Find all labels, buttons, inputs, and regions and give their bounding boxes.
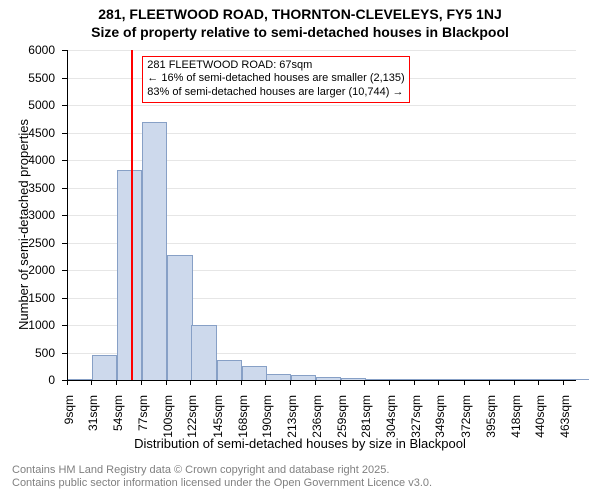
y-tick-label: 0 <box>0 373 55 387</box>
y-tick-mark <box>62 298 67 299</box>
histogram-bar <box>365 379 390 380</box>
histogram-bar <box>217 360 242 380</box>
y-tick-label: 2500 <box>0 236 55 250</box>
gridline-h <box>68 105 576 106</box>
reference-line <box>131 50 133 380</box>
y-tick-label: 3000 <box>0 208 55 222</box>
y-tick-label: 5000 <box>0 98 55 112</box>
histogram-bar <box>390 379 415 380</box>
x-axis-label: Distribution of semi-detached houses by … <box>0 436 600 451</box>
histogram-bar <box>465 379 490 380</box>
gridline-h <box>68 50 576 51</box>
y-tick-mark <box>62 353 67 354</box>
histogram-bar <box>515 379 540 380</box>
y-tick-label: 1500 <box>0 291 55 305</box>
x-tick-mark <box>91 380 92 385</box>
y-tick-mark <box>62 50 67 51</box>
x-tick-mark <box>265 380 266 385</box>
histogram-bar <box>142 122 167 381</box>
y-tick-mark <box>62 243 67 244</box>
y-tick-mark <box>62 160 67 161</box>
annotation-line: 281 FLEETWOOD ROAD: 67sqm <box>147 59 404 73</box>
y-tick-mark <box>62 133 67 134</box>
x-tick-mark <box>290 380 291 385</box>
histogram-bar <box>415 379 440 380</box>
plot-area: 281 FLEETWOOD ROAD: 67sqm← 16% of semi-d… <box>67 50 576 381</box>
y-tick-label: 5500 <box>0 71 55 85</box>
y-tick-label: 3500 <box>0 181 55 195</box>
y-tick-label: 4500 <box>0 126 55 140</box>
y-tick-mark <box>62 105 67 106</box>
y-tick-label: 4000 <box>0 153 55 167</box>
x-tick-mark <box>489 380 490 385</box>
x-tick-mark <box>116 380 117 385</box>
annotation-line: ← 16% of semi-detached houses are smalle… <box>147 72 404 86</box>
chart-container: 281, FLEETWOOD ROAD, THORNTON-CLEVELEYS,… <box>0 0 600 500</box>
y-tick-label: 6000 <box>0 43 55 57</box>
x-tick-mark <box>340 380 341 385</box>
x-tick-mark <box>563 380 564 385</box>
histogram-bar <box>92 355 117 380</box>
footer-line1: Contains HM Land Registry data © Crown c… <box>12 464 600 477</box>
x-tick-mark <box>514 380 515 385</box>
histogram-bar <box>316 377 341 380</box>
y-tick-mark <box>62 325 67 326</box>
histogram-bar <box>490 379 515 380</box>
footer-line2: Contains public sector information licen… <box>12 477 600 490</box>
title-line2: Size of property relative to semi-detach… <box>0 24 600 40</box>
x-tick-mark <box>190 380 191 385</box>
histogram-bar <box>167 255 192 380</box>
x-tick-mark <box>241 380 242 385</box>
x-tick-mark <box>364 380 365 385</box>
x-tick-mark <box>166 380 167 385</box>
title-line1: 281, FLEETWOOD ROAD, THORNTON-CLEVELEYS,… <box>0 6 600 22</box>
x-tick-mark <box>538 380 539 385</box>
y-tick-label: 1000 <box>0 318 55 332</box>
x-tick-mark <box>216 380 217 385</box>
histogram-bar <box>266 374 291 380</box>
histogram-bar <box>191 325 216 380</box>
y-tick-mark <box>62 188 67 189</box>
histogram-bar <box>341 378 366 380</box>
histogram-bar <box>564 379 589 380</box>
x-tick-mark <box>414 380 415 385</box>
annotation-line: 83% of semi-detached houses are larger (… <box>147 86 404 100</box>
y-tick-label: 500 <box>0 346 55 360</box>
histogram-bar <box>242 366 267 380</box>
histogram-bar <box>291 375 316 380</box>
y-tick-label: 2000 <box>0 263 55 277</box>
x-tick-mark <box>141 380 142 385</box>
footer-attribution: Contains HM Land Registry data © Crown c… <box>12 464 600 490</box>
histogram-bar <box>117 170 142 380</box>
x-tick-mark <box>464 380 465 385</box>
histogram-bar <box>539 379 564 380</box>
histogram-bar <box>439 379 464 380</box>
y-tick-mark <box>62 78 67 79</box>
x-tick-mark <box>389 380 390 385</box>
x-tick-mark <box>315 380 316 385</box>
y-tick-mark <box>62 215 67 216</box>
annotation-box: 281 FLEETWOOD ROAD: 67sqm← 16% of semi-d… <box>142 56 409 103</box>
x-tick-mark <box>438 380 439 385</box>
histogram-bar <box>68 379 93 380</box>
y-tick-mark <box>62 270 67 271</box>
x-tick-mark <box>67 380 68 385</box>
